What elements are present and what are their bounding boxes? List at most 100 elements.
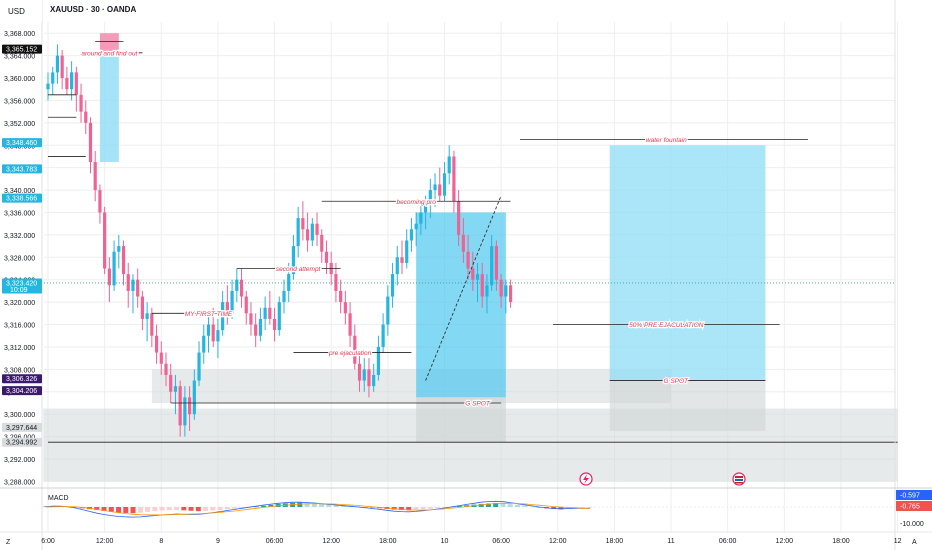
macd-histogram-bar: [275, 503, 281, 507]
event-flag-icon[interactable]: [732, 472, 746, 486]
macd-histogram-bar: [406, 507, 412, 511]
time-axis[interactable]: 6:00 12:00 8 9 06:00 12:00 18:00 10 06:00 12:00 18…: [41, 538, 901, 545]
macd-value-label: -0.765: [900, 504, 920, 511]
macd-histogram-bar: [174, 507, 180, 510]
candle-body: [46, 83, 50, 90]
price-axis[interactable]: 3,368.000 3,364.000 3,360.000 3,356.000 3,35…: [4, 31, 35, 486]
macd-histogram-bar: [261, 505, 267, 507]
candle-body: [348, 313, 352, 336]
auto-scale-button[interactable]: A: [912, 539, 917, 546]
macd-histogram-bar: [493, 503, 499, 507]
price-tag: [2, 374, 42, 384]
macd-histogram-bar: [514, 504, 520, 507]
gray-zone-target: [609, 380, 766, 431]
candle-body: [466, 251, 470, 269]
macd-histogram-bar: [239, 507, 245, 509]
y-tick-label: 3,300.000: [4, 412, 35, 419]
x-tick-label: 12:00: [96, 538, 114, 545]
price-tag-label: 3,294.992: [6, 440, 37, 447]
macd-histogram-bar: [210, 507, 216, 511]
price-tag-label: 3,306.326: [6, 376, 37, 383]
x-tick-label: 6:00: [41, 538, 55, 545]
candle-body: [164, 363, 168, 375]
macd-histogram-bar: [478, 503, 484, 507]
symbol-title: XAUUSD · 30 · OANDA: [50, 5, 136, 14]
candle-body: [508, 285, 513, 303]
macd-histogram-bar: [551, 507, 557, 509]
macd-y-tick: -10.000: [900, 521, 924, 528]
annotation-label: G SPOT: [465, 400, 491, 407]
gray-zone-middle: [151, 369, 672, 403]
macd-histogram-bar: [72, 507, 78, 508]
price-tag: [2, 386, 42, 396]
candle-body: [254, 324, 258, 336]
candle-body: [475, 274, 480, 280]
candle-body: [192, 380, 196, 415]
x-tick-label: 06:00: [492, 538, 510, 545]
candle-body: [405, 240, 409, 263]
macd-histogram-bar: [340, 505, 346, 507]
macd-histogram-bar: [159, 507, 165, 511]
candle-body: [225, 302, 229, 314]
candle-body: [376, 346, 380, 375]
candle-body: [306, 229, 310, 241]
candle-body: [367, 369, 371, 387]
macd-histogram-bar: [297, 502, 303, 507]
candle-body: [235, 279, 239, 291]
candle-body: [291, 246, 296, 275]
candle-body: [60, 55, 64, 79]
candle-body: [230, 290, 234, 314]
macd-histogram-bar: [456, 506, 462, 507]
macd-title: MACD: [48, 495, 69, 502]
price-tag: [2, 44, 42, 54]
macd-histogram-bar: [232, 507, 238, 509]
y-tick-label: 3,352.000: [4, 121, 35, 128]
x-tick-label: 12:00: [776, 538, 794, 545]
event-lightning-icon[interactable]: [579, 472, 593, 486]
macd-histogram-bar: [464, 505, 470, 507]
candle-body: [74, 72, 78, 95]
candle-body: [452, 156, 456, 202]
candle-body: [400, 257, 404, 263]
candle-body: [112, 251, 116, 286]
candle-body: [390, 274, 395, 297]
currency-box[interactable]: [0, 0, 42, 22]
candle-body: [98, 190, 102, 213]
macd-histogram-bar: [116, 507, 122, 513]
annotation-label: G SPOT: [663, 378, 689, 385]
price-axis-panel: [0, 0, 42, 490]
candle-body: [339, 290, 343, 303]
macd-histogram-bar: [195, 507, 201, 512]
x-tick-label: 11: [667, 538, 674, 545]
candle-body: [362, 369, 366, 381]
y-tick-label: 3,328.000: [4, 255, 35, 262]
currency-label[interactable]: USD: [8, 7, 25, 16]
y-tick-label: 3,356.000: [4, 98, 35, 105]
candle-body: [471, 268, 475, 280]
macd-histogram-bar: [326, 504, 332, 507]
y-tick-label: 3,332.000: [4, 233, 35, 240]
candle-body: [282, 290, 286, 303]
candle-body: [51, 72, 55, 84]
macd-histogram-bar: [166, 507, 172, 511]
candle-body: [353, 335, 357, 364]
candle-body: [88, 122, 93, 163]
candle-body: [490, 246, 494, 286]
x-tick-label: 06:00: [266, 538, 284, 545]
macd-histogram-bar: [224, 507, 230, 510]
macd-histogram-bar: [123, 507, 129, 513]
candle-body: [263, 307, 267, 319]
timezone-button[interactable]: Z: [6, 539, 11, 546]
y-tick-label: 3,336.000: [4, 210, 35, 217]
blue-zone-top: [99, 55, 119, 163]
price-tag: [2, 164, 42, 174]
candle-body: [145, 313, 149, 319]
macd-histogram-bar: [500, 503, 506, 507]
candle-body: [494, 246, 498, 280]
candle-body: [55, 55, 60, 73]
macd-pane: [43, 500, 895, 518]
y-tick-label: 3,312.000: [4, 345, 35, 352]
candle-body: [121, 246, 126, 275]
price-tag-countdown: 10:09: [10, 287, 28, 294]
